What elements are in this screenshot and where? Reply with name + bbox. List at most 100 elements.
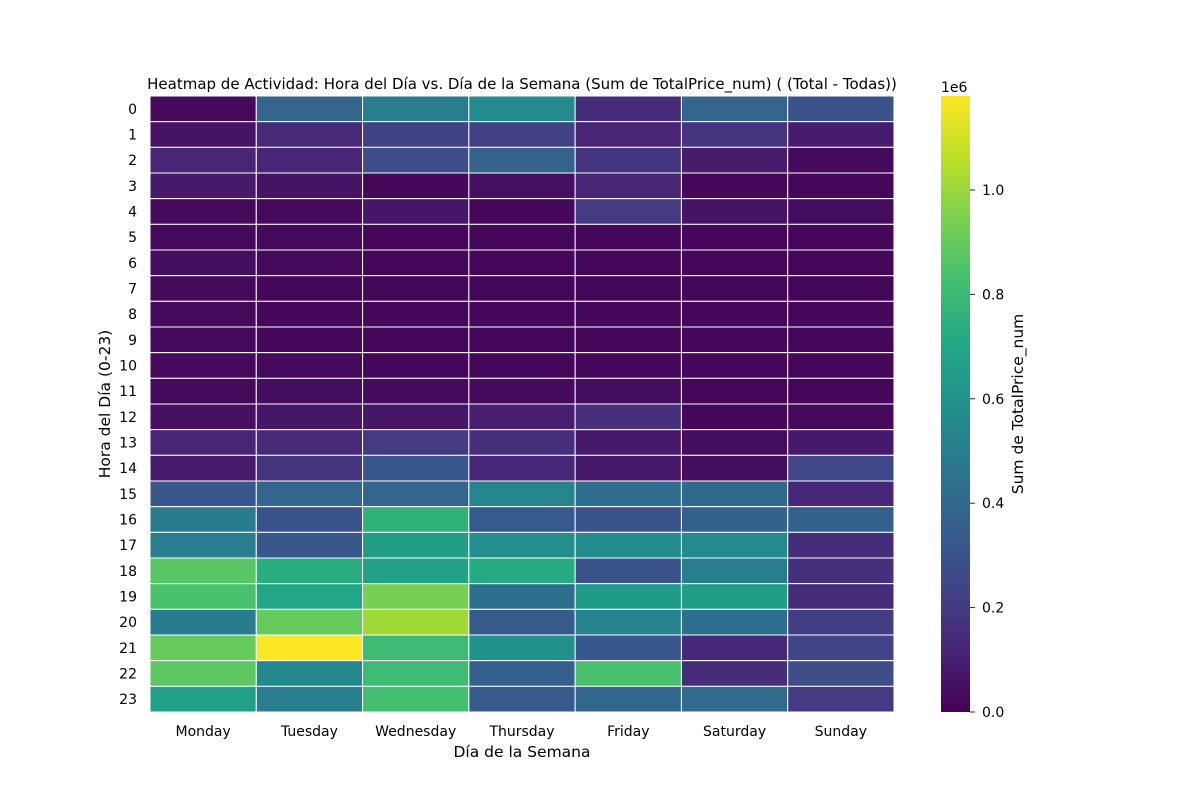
heatmap-cell	[255, 634, 364, 662]
heatmap-cell	[468, 608, 576, 636]
heatmap-cell	[574, 249, 682, 277]
heatmap-cell	[787, 557, 895, 585]
colorbar-tick-label: 0.4	[982, 496, 1004, 512]
heatmap-cell	[680, 506, 789, 533]
heatmap-cell	[680, 403, 789, 431]
heatmap-cell	[468, 429, 576, 456]
heatmap-cell	[787, 95, 895, 123]
heatmap-cell	[362, 172, 470, 200]
heatmap-cell	[255, 275, 364, 302]
y-axis-label: Hora del Día (0-23)	[96, 330, 114, 478]
heatmap-cell	[362, 660, 470, 687]
heatmap-cell	[680, 685, 789, 713]
heatmap-cell	[255, 454, 364, 482]
heatmap-cell	[787, 454, 895, 482]
heatmap-cell	[574, 223, 682, 251]
heatmap-cell	[574, 685, 682, 713]
heatmap-cell	[362, 249, 470, 277]
heatmap-cell	[787, 429, 895, 456]
heatmap-cell	[787, 634, 895, 662]
heatmap-cell	[787, 377, 895, 405]
heatmap-cell	[255, 608, 364, 636]
colorbar: 1e6 0.0 0.2 0.4 0.6 0.8 1.0 Sum de TotalPrice…	[941, 80, 1028, 721]
heatmap-cell	[574, 429, 682, 456]
heatmap-cell	[787, 172, 895, 200]
y-tick-label: 14	[119, 461, 137, 477]
y-tick-label: 6	[128, 256, 137, 272]
heatmap-cell	[787, 531, 895, 559]
heatmap-cell	[149, 660, 257, 687]
heatmap-cell	[468, 275, 576, 302]
heatmap-cell	[362, 275, 470, 302]
colorbar-tick-label: 0.6	[982, 392, 1004, 408]
heatmap-cell	[362, 121, 470, 148]
heatmap-cell	[149, 454, 257, 482]
heatmap-cell	[362, 300, 470, 328]
heatmap-cell	[255, 429, 364, 456]
heatmap-cell	[680, 634, 789, 662]
heatmap-cell	[468, 506, 576, 533]
heatmap-cell	[362, 377, 470, 405]
heatmap-cell	[362, 634, 470, 662]
heatmap-cell	[468, 300, 576, 328]
heatmap-cell	[362, 480, 470, 508]
heatmap-cell	[574, 506, 682, 533]
heatmap-cell	[468, 172, 576, 200]
heatmap-cell	[787, 326, 895, 354]
heatmap-cell	[362, 198, 470, 225]
heatmap-cell	[468, 583, 576, 610]
heatmap-cell	[468, 403, 576, 431]
y-tick-label: 2	[128, 153, 137, 169]
heatmap-cell	[574, 275, 682, 302]
heatmap-cell	[255, 300, 364, 328]
y-tick-label: 13	[119, 436, 137, 452]
heatmap-cell	[149, 377, 257, 405]
heatmap-cell	[468, 480, 576, 508]
heatmap-cell	[680, 454, 789, 482]
heatmap-cell	[574, 198, 682, 225]
heatmap-cell	[574, 377, 682, 405]
y-tick-label: 19	[119, 590, 137, 606]
heatmap-cell	[149, 557, 257, 585]
heatmap-cell	[255, 121, 364, 148]
heatmap-cell	[255, 172, 364, 200]
heatmap-cell	[362, 223, 470, 251]
y-tick-label: 0	[128, 102, 137, 118]
x-tick-label: Saturday	[703, 724, 766, 740]
heatmap-cell	[468, 634, 576, 662]
heatmap-cell	[149, 531, 257, 559]
heatmap-cell	[255, 685, 364, 713]
heatmap-cell	[468, 223, 576, 251]
heatmap-cell	[255, 583, 364, 610]
heatmap-cell	[574, 454, 682, 482]
heatmap-cell	[574, 583, 682, 610]
y-tick-label: 10	[119, 359, 137, 375]
heatmap-cell	[787, 685, 895, 713]
heatmap-cell	[787, 583, 895, 610]
heatmap-cell	[255, 326, 364, 354]
heatmap-cell	[680, 172, 789, 200]
heatmap-cell	[149, 685, 257, 713]
heatmap-cell	[574, 403, 682, 431]
heatmap-cell	[680, 198, 789, 225]
heatmap-cell	[468, 95, 576, 123]
heatmap-cell	[787, 352, 895, 379]
heatmap-cell	[362, 429, 470, 456]
heatmap-cell	[468, 146, 576, 174]
heatmap-cell	[468, 326, 576, 354]
heatmap-cell	[574, 531, 682, 559]
x-axis-label: Día de la Semana	[454, 743, 591, 761]
heatmap-cell	[149, 95, 257, 123]
heatmap-cell	[149, 172, 257, 200]
heatmap-cell	[468, 377, 576, 405]
heatmap-cell	[468, 531, 576, 559]
heatmap-cell	[255, 403, 364, 431]
colorbar-tick-label: 0.8	[982, 287, 1004, 303]
heatmap-cell	[574, 95, 682, 123]
y-tick-label: 8	[128, 307, 137, 323]
colorbar-multiplier: 1e6	[941, 80, 968, 96]
heatmap-cell	[574, 300, 682, 328]
heatmap-cell	[255, 146, 364, 174]
heatmap-cell	[362, 608, 470, 636]
